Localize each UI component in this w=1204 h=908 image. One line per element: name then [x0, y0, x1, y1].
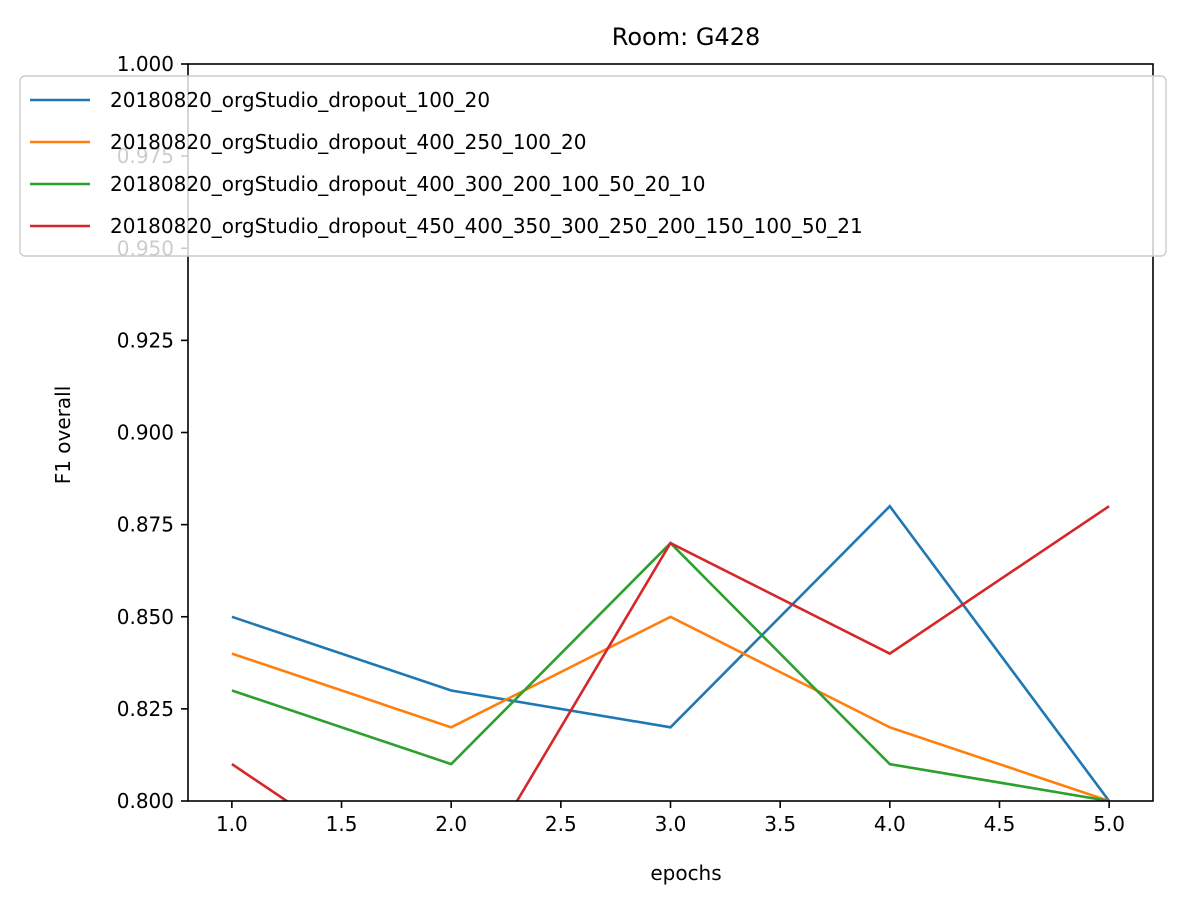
x-tick-label: 4.5: [984, 812, 1016, 836]
legend-box: [19, 75, 1167, 257]
y-tick-label: 0.900: [117, 421, 174, 445]
y-tick-label: 0.800: [117, 789, 174, 813]
x-tick-label: 2.0: [435, 812, 467, 836]
x-axis-ticks: 1.0 1.5 2.0 2.5 3.0 3.5 4.0 4.5 5.0: [216, 801, 1125, 836]
x-tick-label: 3.5: [764, 812, 796, 836]
series-line-2: [231, 615, 1110, 801]
x-tick-label: 5.0: [1093, 812, 1125, 836]
series-line-4: [231, 505, 1110, 801]
legend-label: 20180820_orgStudio_dropout_450_400_350_3…: [110, 214, 863, 238]
x-axis-label: epochs: [650, 861, 721, 885]
legend-label: 20180820_orgStudio_dropout_100_20: [110, 88, 490, 112]
chart-title: Room: G428: [612, 23, 760, 51]
series-line-3: [231, 541, 1110, 801]
y-axis-label: F1 overall: [51, 386, 75, 485]
legend-label: 20180820_orgStudio_dropout_400_300_200_1…: [110, 172, 706, 196]
plot-frame: [187, 63, 1154, 802]
y-tick-label: 0.850: [117, 605, 174, 629]
x-tick-label: 2.5: [545, 812, 577, 836]
legend-label: 20180820_orgStudio_dropout_400_250_100_2…: [110, 130, 586, 154]
x-tick-label: 4.0: [874, 812, 906, 836]
x-tick-label: 1.0: [216, 812, 248, 836]
x-tick-label: 3.0: [655, 812, 687, 836]
y-tick-label: 0.875: [117, 513, 174, 537]
x-tick-label: 1.5: [326, 812, 358, 836]
series-lines: [231, 504, 1111, 801]
legend: 20180820_orgStudio_dropout_100_20 2018082…: [19, 75, 1167, 257]
y-tick-label: 0.925: [117, 328, 174, 352]
y-tick-label: 1.000: [117, 52, 174, 76]
y-tick-label: 0.825: [117, 697, 174, 721]
